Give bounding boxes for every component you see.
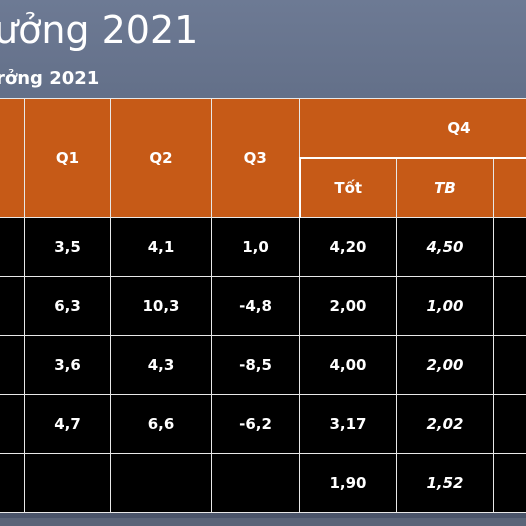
header-q4-tot: Tốt (298, 157, 397, 218)
table-cell (110, 453, 212, 513)
header-row-top: Q1 Q2 Q3 Q4 (0, 98, 526, 218)
table-cell: 6,3 (24, 276, 111, 336)
table-cell: - (492, 394, 526, 454)
table-cell: 2,00 (299, 276, 397, 336)
table-subtitle: rởng 2021 (0, 68, 100, 89)
table-cell: -6,2 (211, 394, 300, 454)
table-cell: 1,90 (299, 453, 397, 513)
table-cell: ( (492, 453, 526, 513)
table-cell: 1,00 (396, 276, 494, 336)
table-row: 3,5 4,1 1,0 4,20 4,50 4 (0, 217, 526, 277)
table-cell: 3,17 (299, 394, 397, 454)
row-label-cell (0, 217, 25, 277)
data-table: Q1 Q2 Q3 Q4 Tốt TB 3,5 4,1 1,0 4,20 4,50… (0, 98, 526, 513)
table-cell: 4,00 (299, 335, 397, 395)
table-row: 3,6 4,3 -8,5 4,00 2,00 - (0, 335, 526, 395)
row-label-cell (0, 453, 25, 513)
header-q4: Q4 (298, 98, 526, 159)
table-cell: - (492, 276, 526, 336)
table-row: 4,7 6,6 -6,2 3,17 2,02 - (0, 394, 526, 454)
table-cell: 2,00 (396, 335, 494, 395)
header-q4-tb: TB (396, 157, 494, 218)
row-label-cell (0, 276, 25, 336)
table-cell: 4,1 (110, 217, 212, 277)
table-cell: 4,3 (110, 335, 212, 395)
table-cell: -4,8 (211, 276, 300, 336)
table-cell: 2,02 (396, 394, 494, 454)
header-q4-third (492, 157, 526, 218)
table-cell: 6,6 (110, 394, 212, 454)
table-cell (211, 453, 300, 513)
table-cell: 1,52 (396, 453, 494, 513)
table-cell: 4 (492, 217, 526, 277)
table-row: 6,3 10,3 -4,8 2,00 1,00 - (0, 276, 526, 336)
table-cell: 3,6 (24, 335, 111, 395)
table-cell: 4,7 (24, 394, 111, 454)
table-cell: - (492, 335, 526, 395)
row-label-header (0, 98, 25, 218)
table-cell: 10,3 (110, 276, 212, 336)
slide-title: ưởng 2021 (0, 8, 199, 52)
table-row: 1,90 1,52 ( (0, 453, 526, 513)
table-cell (24, 453, 111, 513)
row-label-cell (0, 335, 25, 395)
header-row-sub: Tốt TB (0, 157, 526, 218)
header-q3: Q3 (211, 98, 300, 218)
data-table-container: Q1 Q2 Q3 Q4 Tốt TB 3,5 4,1 1,0 4,20 4,50… (0, 98, 526, 526)
slide-bottom-bar (0, 518, 526, 526)
table-cell: 1,0 (211, 217, 300, 277)
table-cell: 3,5 (24, 217, 111, 277)
table-cell: -8,5 (211, 335, 300, 395)
header-q2: Q2 (110, 98, 212, 218)
row-label-cell (0, 394, 25, 454)
table-cell: 4,20 (299, 217, 397, 277)
table-cell: 4,50 (396, 217, 494, 277)
header-q1: Q1 (24, 98, 111, 218)
